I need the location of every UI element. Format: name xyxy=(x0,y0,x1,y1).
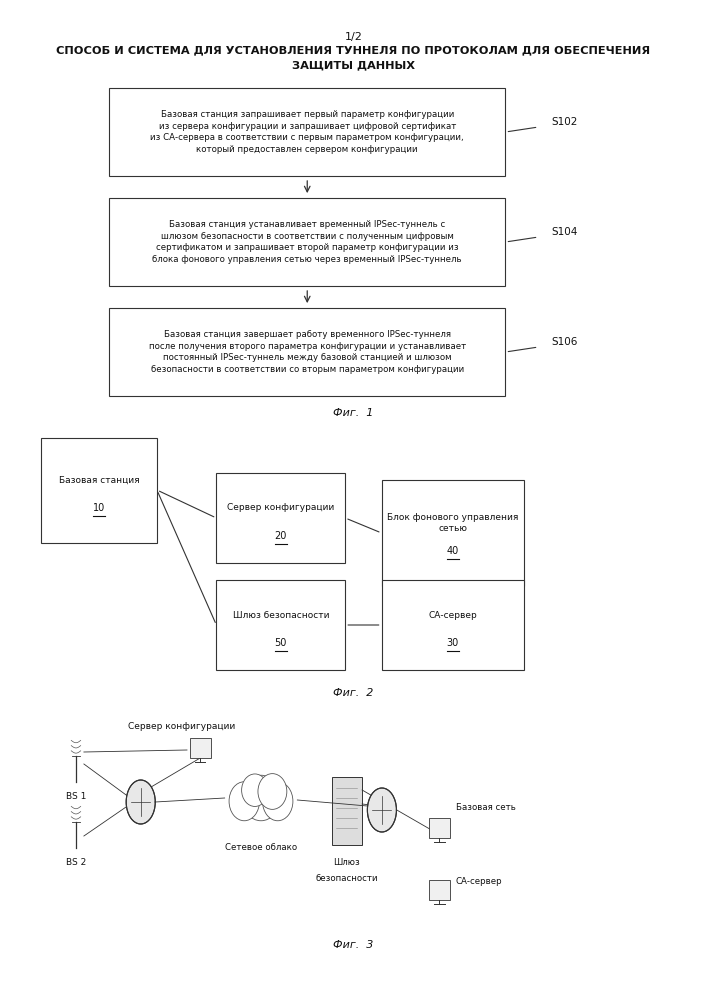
FancyBboxPatch shape xyxy=(109,88,506,176)
Text: Сервер конфигурации: Сервер конфигурации xyxy=(128,722,235,731)
Text: Фиг.  2: Фиг. 2 xyxy=(333,688,374,698)
Bar xyxy=(332,777,362,845)
FancyBboxPatch shape xyxy=(109,198,506,286)
Text: безопасности: безопасности xyxy=(315,874,378,883)
Text: Сервер конфигурации: Сервер конфигурации xyxy=(227,504,334,512)
Text: BS 1: BS 1 xyxy=(66,792,86,801)
Ellipse shape xyxy=(242,774,268,806)
FancyBboxPatch shape xyxy=(382,580,524,670)
Circle shape xyxy=(126,780,156,824)
FancyBboxPatch shape xyxy=(109,308,506,396)
Ellipse shape xyxy=(242,775,280,821)
FancyBboxPatch shape xyxy=(382,480,524,585)
Text: Базовая станция устанавливает временный IPSec-туннель с
шлюзом безопасности в со: Базовая станция устанавливает временный … xyxy=(153,220,462,264)
Text: Фиг.  3: Фиг. 3 xyxy=(333,940,374,950)
Text: Сетевое облако: Сетевое облако xyxy=(225,843,297,852)
Ellipse shape xyxy=(262,782,293,821)
Circle shape xyxy=(368,788,397,832)
Text: СПОСОБ И СИСТЕМА ДЛЯ УСТАНОВЛЕНИЯ ТУННЕЛЯ ПО ПРОТОКОЛАМ ДЛЯ ОБЕСПЕЧЕНИЯ: СПОСОБ И СИСТЕМА ДЛЯ УСТАНОВЛЕНИЯ ТУННЕЛ… xyxy=(57,45,650,55)
Bar xyxy=(429,818,450,838)
Text: 50: 50 xyxy=(274,638,287,648)
Text: Базовая сеть: Базовая сеть xyxy=(456,804,516,812)
Text: ЗАЩИТЫ ДАННЫХ: ЗАЩИТЫ ДАННЫХ xyxy=(292,60,415,70)
Text: Базовая станция завершает работу временного IPSec-туннеля
после получения второг: Базовая станция завершает работу временн… xyxy=(148,330,466,374)
Text: СА-сервер: СА-сервер xyxy=(428,610,477,619)
FancyBboxPatch shape xyxy=(41,438,157,542)
Text: S106: S106 xyxy=(551,337,578,347)
Text: 30: 30 xyxy=(447,638,459,648)
Text: Шлюз: Шлюз xyxy=(334,858,361,867)
Ellipse shape xyxy=(229,782,259,821)
FancyBboxPatch shape xyxy=(216,473,345,563)
Text: BS 2: BS 2 xyxy=(66,858,86,867)
Ellipse shape xyxy=(258,774,287,809)
FancyBboxPatch shape xyxy=(216,580,345,670)
Text: Блок фонового управления
сетью: Блок фонового управления сетью xyxy=(387,513,518,533)
Text: 10: 10 xyxy=(93,503,105,513)
Text: Базовая станция запрашивает первый параметр конфигурации
из сервера конфигурации: Базовая станция запрашивает первый парам… xyxy=(151,110,464,154)
Text: 1/2: 1/2 xyxy=(344,32,363,42)
Text: 40: 40 xyxy=(447,546,459,556)
Text: СА-сервер: СА-сервер xyxy=(456,878,503,886)
Text: Фиг.  1: Фиг. 1 xyxy=(333,408,374,418)
Text: Базовая станция: Базовая станция xyxy=(59,476,139,485)
Bar xyxy=(189,738,211,758)
Text: Шлюз безопасности: Шлюз безопасности xyxy=(233,610,329,619)
Text: 20: 20 xyxy=(274,531,287,541)
Bar xyxy=(429,880,450,900)
Text: S104: S104 xyxy=(551,227,578,237)
Text: S102: S102 xyxy=(551,117,578,127)
